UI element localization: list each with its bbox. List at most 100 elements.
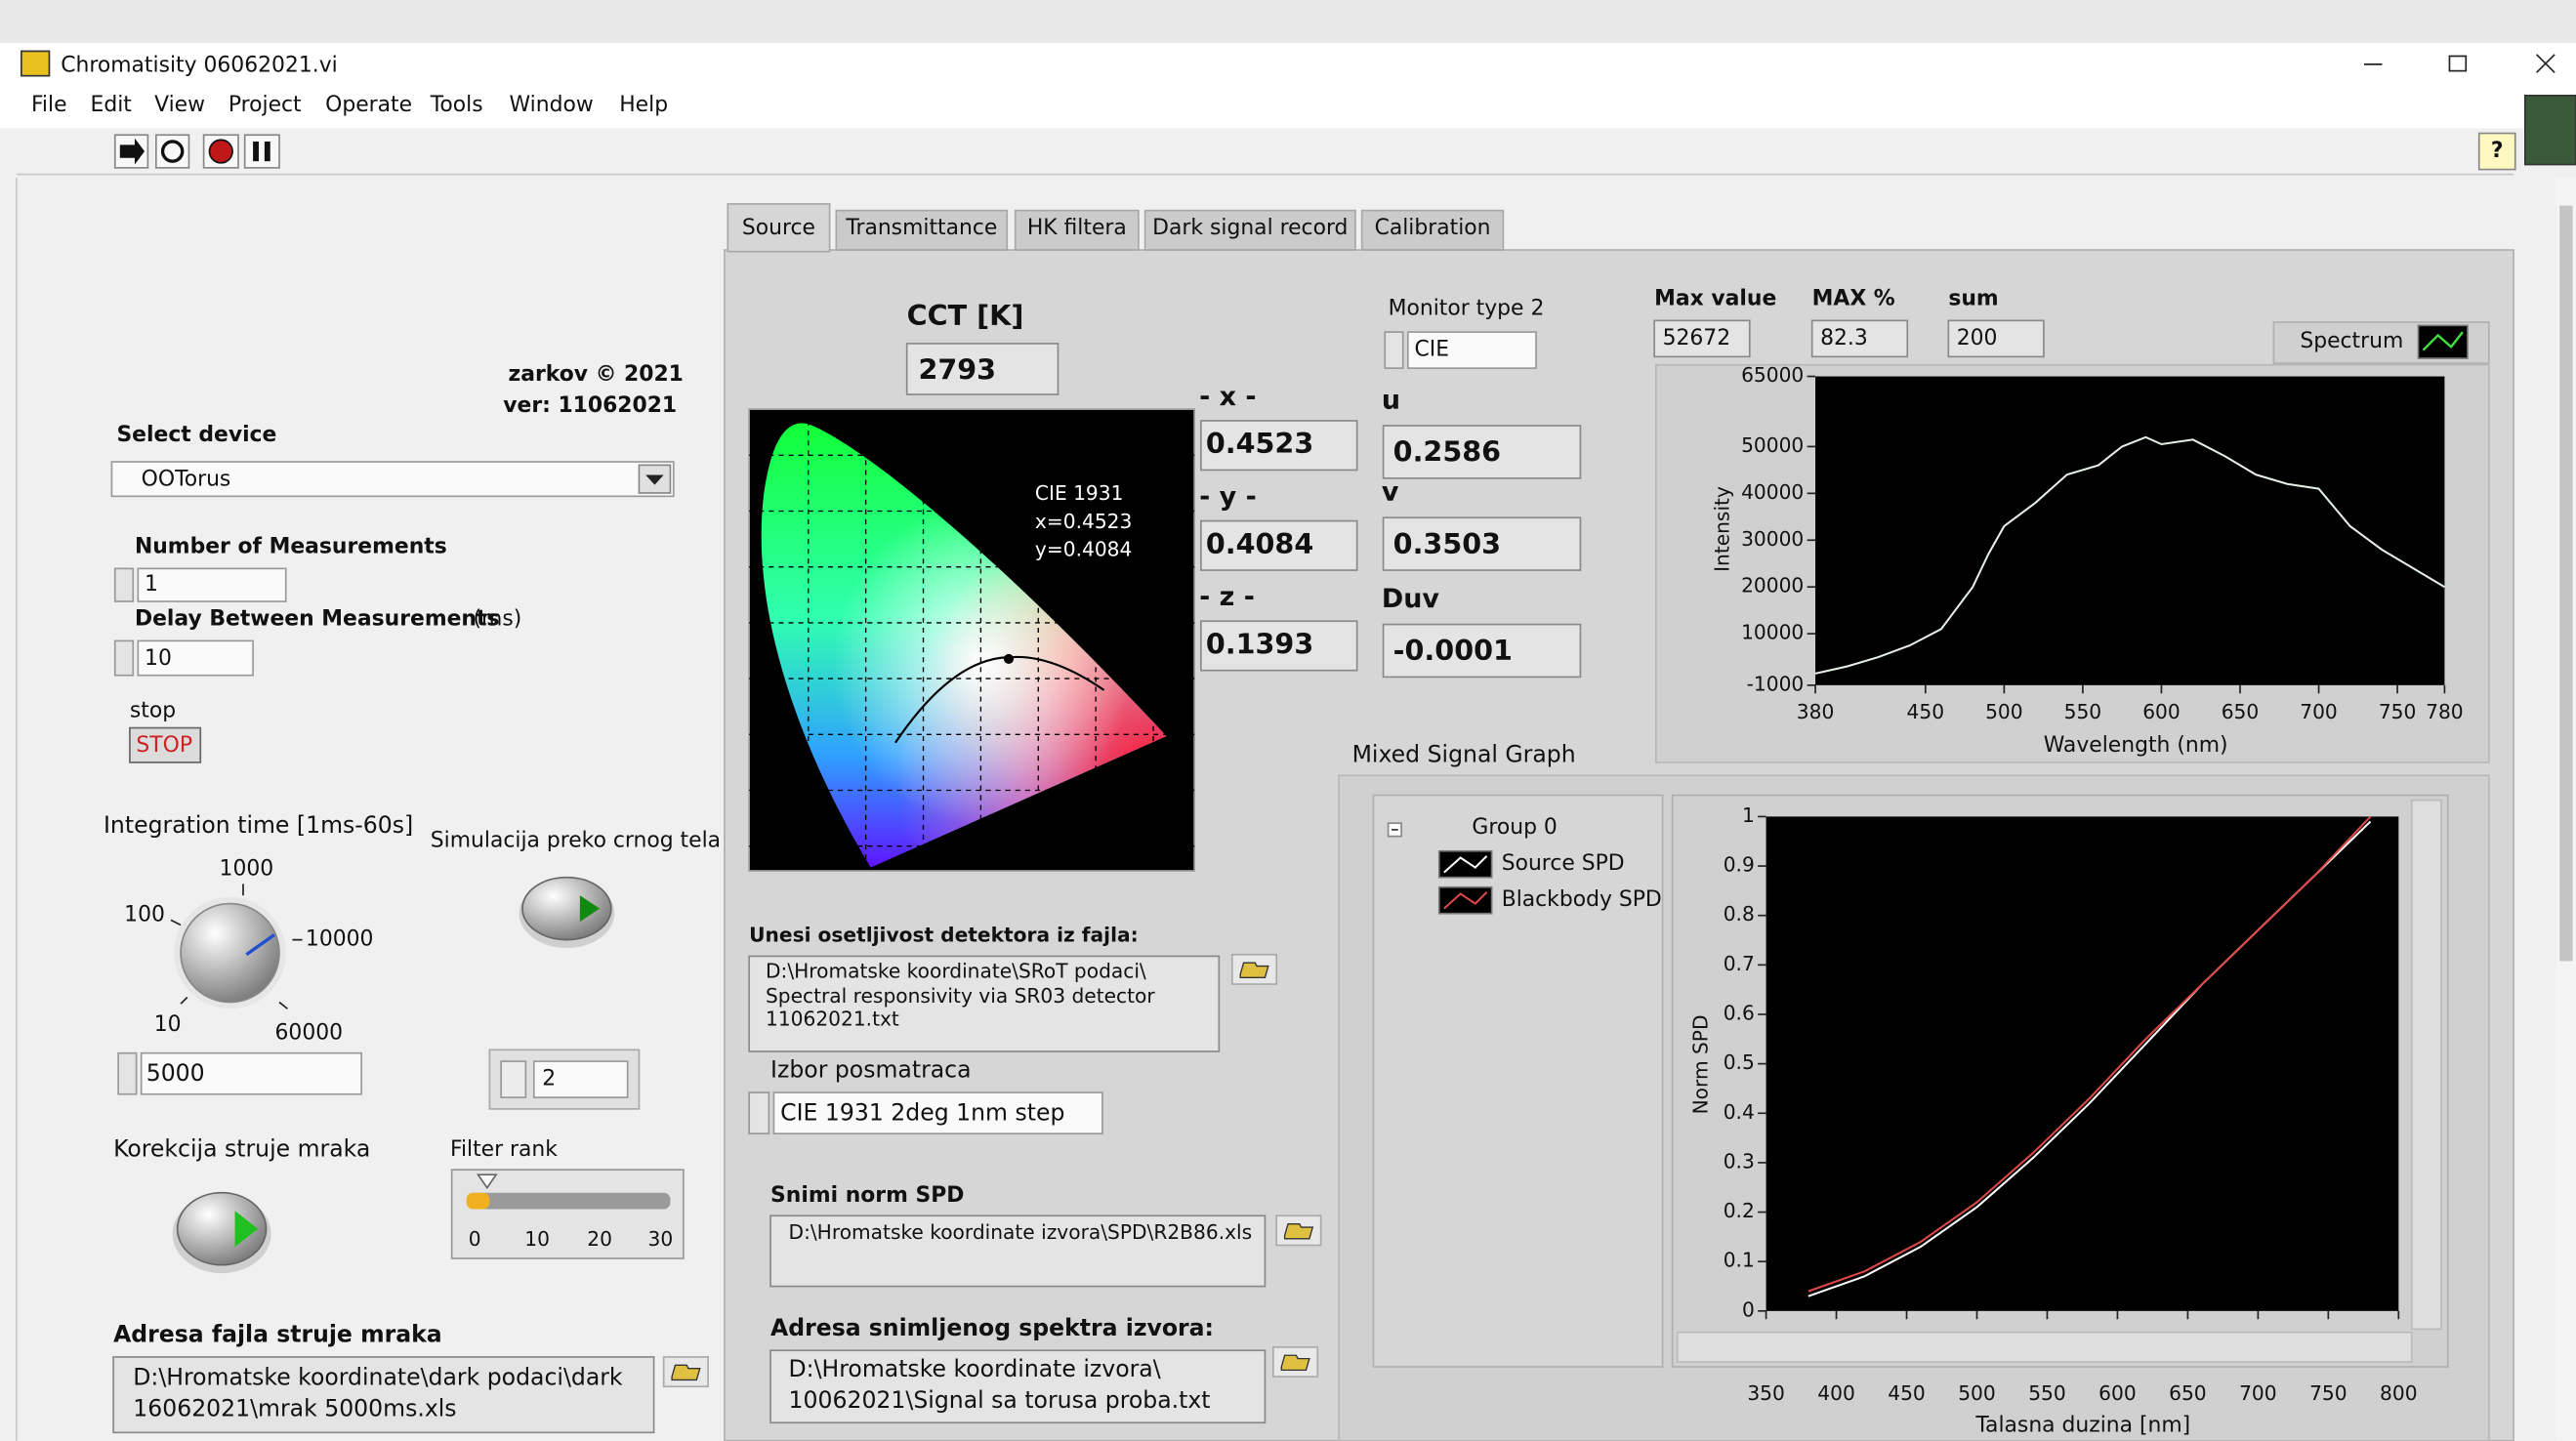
pause-button[interactable] — [243, 134, 280, 169]
cie-annotation: x=0.4523 — [1035, 510, 1132, 533]
tab[interactable] — [727, 203, 831, 253]
x-tick-label: 700 — [2239, 1381, 2277, 1405]
x-tick-label: 750 — [2309, 1381, 2347, 1405]
path-line: D:\Hromatske koordinate izvora\ — [789, 1355, 1161, 1382]
y-tick-label: 0.7 — [1724, 952, 1755, 975]
path-line: 11062021.txt — [766, 1008, 899, 1031]
dial[interactable] — [180, 902, 280, 1004]
x-tick-label: 400 — [1817, 1381, 1855, 1405]
path-line: D:\Hromatske koordinate izvora\SPD\R2B86… — [789, 1220, 1253, 1244]
spinner[interactable] — [113, 567, 135, 602]
menu-item[interactable]: File — [31, 93, 67, 117]
label: Unesi osetljivost detektora iz fajla: — [749, 924, 1139, 947]
cct-indicator — [905, 343, 1059, 395]
slider-thumb[interactable] — [476, 1173, 498, 1190]
tab-label: Transmittance — [845, 216, 997, 240]
numeric-input[interactable] — [140, 1051, 362, 1095]
y-tick-label: 0.3 — [1724, 1149, 1755, 1173]
close[interactable] — [2536, 54, 2555, 73]
x-tick-label: 700 — [2300, 700, 2338, 723]
x-tick-label: 380 — [1797, 700, 1835, 723]
x-tick-label: 550 — [2064, 700, 2102, 723]
help-button[interactable] — [2477, 132, 2516, 171]
spinner[interactable] — [113, 639, 135, 677]
scroll-thumb[interactable] — [2559, 205, 2573, 962]
spinner[interactable] — [748, 1091, 770, 1134]
indicator — [1382, 516, 1582, 571]
label: Duv — [1382, 584, 1439, 614]
dial-label: 10 — [154, 1012, 182, 1037]
legend-label: Blackbody SPD — [1502, 887, 1662, 912]
numeric-input[interactable] — [532, 1060, 629, 1098]
menu-item[interactable]: View — [154, 93, 205, 117]
folder-icon — [1283, 1222, 1314, 1240]
tab[interactable] — [835, 209, 1009, 251]
restore[interactable] — [2448, 55, 2468, 72]
y-tick-label: -1000 — [1747, 672, 1805, 695]
legend-label: Source SPD — [1502, 851, 1625, 876]
y-tick-label: 10000 — [1741, 621, 1804, 644]
legend-swatch-line — [1443, 891, 1488, 910]
spinner[interactable] — [1384, 331, 1404, 369]
legend-swatch — [1437, 849, 1493, 879]
label: Snimi norm SPD — [770, 1183, 964, 1208]
legend-swatch-line — [1443, 855, 1488, 874]
label: - x - — [1199, 382, 1256, 412]
tab[interactable] — [1143, 209, 1356, 251]
path-input[interactable] — [769, 1215, 1267, 1288]
dial-needle — [245, 933, 275, 957]
x-tick-label: 350 — [1747, 1381, 1785, 1405]
mixed-plot — [1766, 816, 2399, 1311]
ring-input[interactable] — [772, 1091, 1103, 1134]
spinner[interactable] — [500, 1060, 527, 1098]
dial-label: 100 — [124, 902, 165, 926]
menu-item[interactable]: Edit — [91, 93, 133, 117]
stop-button[interactable] — [129, 726, 202, 763]
x-tick-label: 800 — [2380, 1381, 2418, 1405]
tab[interactable] — [1360, 209, 1505, 251]
run-icon — [119, 138, 145, 165]
indicator — [1199, 620, 1358, 672]
monitor-value: CIE — [1415, 338, 1450, 362]
simulation-toggle[interactable] — [521, 876, 612, 941]
indicator-value: 0.2586 — [1393, 435, 1501, 469]
indicator-value: -0.0001 — [1393, 634, 1513, 667]
tab[interactable] — [1014, 209, 1140, 251]
path-input[interactable] — [112, 1356, 655, 1434]
series-line — [1814, 435, 2445, 675]
label: Adresa snimljenog spektra izvora: — [770, 1314, 1214, 1341]
menu-item[interactable]: Help — [619, 93, 668, 117]
menu-item[interactable]: Tools — [430, 93, 483, 117]
folder-icon — [1239, 962, 1269, 978]
device-combo[interactable] — [110, 461, 675, 498]
mixed-legend-items: Source SPD Blackbody SPD — [1437, 849, 1662, 915]
y-axis-label: Norm SPD — [1688, 1014, 1712, 1114]
spectrum-plot — [1815, 376, 2445, 685]
v-scrollbar[interactable] — [2410, 799, 2442, 1331]
path-line: D:\Hromatske koordinate\SRoT podaci\ — [766, 960, 1146, 983]
mixed-legend — [1372, 794, 1664, 1368]
group-label: Group 0 — [1472, 815, 1557, 840]
path-input[interactable] — [748, 955, 1221, 1052]
menu-item[interactable]: Operate — [325, 93, 412, 117]
path-input[interactable] — [769, 1349, 1267, 1424]
numeric-input[interactable] — [137, 567, 287, 602]
indicator-value: 82.3 — [1820, 326, 1868, 350]
slider-fill — [466, 1192, 490, 1210]
label: Max value — [1654, 286, 1776, 310]
label: Select device — [116, 423, 276, 447]
ring-input[interactable] — [1406, 331, 1537, 369]
author: zarkov © 2021 — [508, 362, 683, 387]
window-title: Chromatisity 06062021.vi — [61, 54, 337, 78]
path-line: D:\Hromatske koordinate\dark podaci\dark — [133, 1363, 623, 1390]
h-scrollbar[interactable] — [1676, 1331, 2413, 1363]
tab-label: Source — [742, 216, 815, 240]
dark-correction-toggle[interactable] — [176, 1191, 268, 1266]
y-axis-label: Intensity — [1710, 486, 1733, 572]
spinner[interactable] — [117, 1051, 138, 1095]
tab-label: HK filtera — [1027, 216, 1127, 240]
label: Korekcija struje mraka — [113, 1134, 370, 1162]
menu-item[interactable]: Window — [510, 93, 594, 117]
menu-item[interactable]: Project — [229, 93, 302, 117]
numeric-input[interactable] — [137, 639, 254, 677]
